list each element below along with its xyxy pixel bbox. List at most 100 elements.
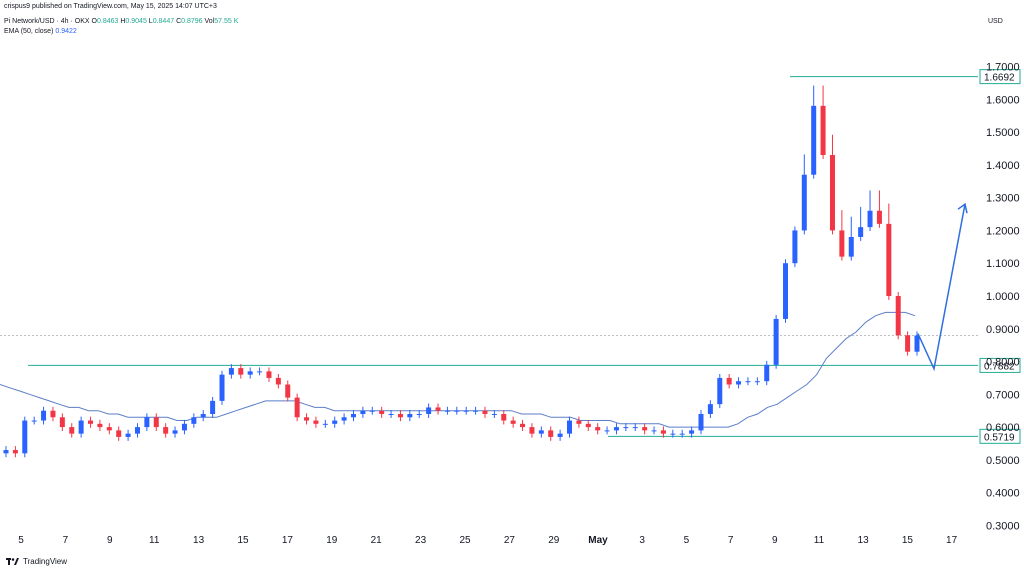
ohlc-volume: 57.55 K [214, 18, 239, 25]
candle-body [754, 381, 760, 383]
candle-body [59, 417, 65, 428]
candle-body [679, 433, 685, 435]
price-level-label: 1.6692 [984, 73, 1015, 84]
y-tick-label: 1.3000 [986, 193, 1020, 205]
candle-body [78, 420, 84, 434]
candle-body [520, 423, 526, 428]
candle-body [3, 450, 9, 454]
candle-body [163, 427, 169, 434]
y-tick-label: 0.4000 [986, 488, 1020, 500]
candle-body [444, 410, 450, 412]
x-tick-label: 17 [946, 535, 958, 546]
candle-body [848, 236, 854, 257]
candle-body [332, 420, 338, 424]
candle-body [463, 410, 469, 412]
candle-body [116, 430, 122, 437]
x-tick-label: 15 [902, 535, 914, 546]
candle-body [247, 371, 253, 375]
candle-body [219, 374, 225, 401]
candle-body [50, 410, 56, 418]
ohlc-open: 0.8463 [96, 18, 119, 25]
x-tick-label: 27 [504, 535, 516, 546]
candle-body [41, 410, 47, 421]
x-tick-label: 21 [371, 535, 383, 546]
candle-body [839, 230, 845, 257]
candle-body [144, 417, 150, 428]
candle-body [266, 371, 272, 378]
publish-info: crispus9 published on TradingView.com, M… [4, 3, 217, 10]
x-tick-label: 3 [639, 535, 645, 546]
x-tick-label: 11 [814, 535, 825, 546]
candle-body [764, 364, 770, 382]
candle-body [473, 410, 479, 412]
ohlc-low: 0.8447 [152, 18, 175, 25]
candle-body [285, 384, 291, 398]
candle-body [275, 377, 281, 385]
x-tick-label: 13 [858, 535, 870, 546]
ema-polyline [0, 311, 916, 428]
candle-body [895, 295, 901, 336]
candle-body [651, 430, 657, 432]
candle-body [31, 420, 37, 422]
candle-body [548, 430, 554, 437]
candle-body [623, 427, 629, 429]
tradingview-footer[interactable]: TradingView [6, 557, 67, 566]
candle-body [557, 433, 563, 437]
y-tick-label: 0.8000 [986, 357, 1020, 369]
candle-body [397, 413, 403, 418]
projection-arrow [917, 202, 968, 372]
candle-body [360, 410, 366, 414]
candle-body [783, 263, 789, 319]
candle-body [97, 423, 103, 428]
candle-body [792, 230, 798, 264]
y-tick-label: 1.4000 [986, 160, 1020, 172]
candle-body [726, 377, 732, 385]
candle-body [595, 427, 601, 431]
candle-body [407, 413, 413, 418]
candle-body [454, 410, 460, 412]
x-tick-label: 5 [18, 535, 24, 546]
ohlc-high: 0.9045 [125, 18, 147, 25]
candle-body [482, 410, 488, 414]
candle-body [304, 417, 310, 421]
candle-body [604, 430, 610, 432]
time-axis: 5 7 9 11 13 15 17 19 21 23 25 27 29 May 3 5 7 9 11 13 15 17 [18, 535, 957, 546]
candle-body [567, 420, 573, 434]
y-tick-label: 0.3000 [986, 520, 1020, 532]
candle-body [125, 433, 131, 437]
symbol-label: Pi Network/USD · 4h · OKX [4, 18, 90, 25]
candle-body [313, 420, 319, 424]
candle-body [210, 400, 216, 414]
y-tick-label: 0.6000 [986, 422, 1020, 434]
candle-body [773, 318, 779, 365]
tradingview-logo-icon [6, 558, 19, 565]
price-level-badge [979, 69, 1021, 85]
candle-body [585, 423, 591, 428]
candle-body [867, 210, 873, 228]
candle-body [538, 430, 544, 434]
candle-body [858, 227, 864, 237]
price-level-badge [979, 357, 1021, 373]
price-levels: 1.6692 0.7882 0.5719 [0, 69, 1021, 444]
candle-body [134, 427, 140, 434]
candle-body [576, 420, 582, 424]
candle-body [698, 413, 704, 431]
x-tick-label: 19 [326, 535, 338, 546]
candle-body [200, 413, 206, 418]
candle-body [106, 427, 112, 431]
candle-body [153, 417, 159, 428]
candle-body [228, 368, 234, 375]
price-level-label: 0.5719 [984, 432, 1015, 443]
ema-legend[interactable]: EMA (50, close) 0.9422 [4, 28, 77, 35]
y-tick-label: 1.6000 [986, 94, 1020, 106]
candle-body [660, 430, 666, 434]
y-tick-label: 0.9000 [986, 324, 1020, 336]
x-tick-label: May [588, 535, 608, 546]
candle-body [613, 427, 619, 431]
x-tick-label: 13 [193, 535, 205, 546]
candle-body [416, 413, 422, 415]
candle-body [191, 417, 197, 424]
candle-body [294, 397, 300, 418]
candle-body [369, 410, 375, 412]
